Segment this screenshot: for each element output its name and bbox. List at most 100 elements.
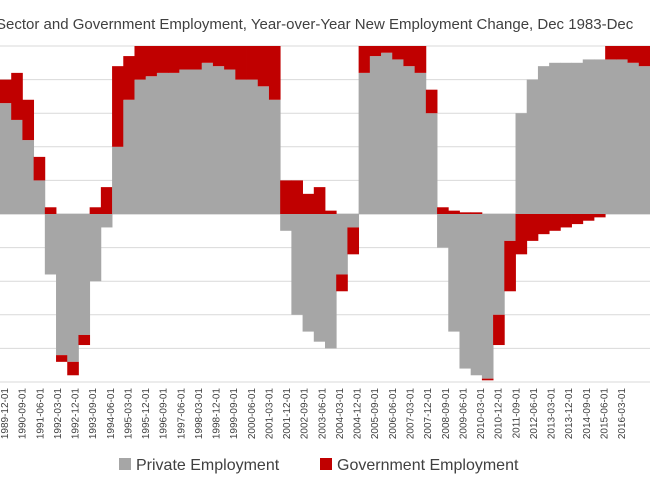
bar-private <box>67 214 79 362</box>
bars <box>0 46 650 381</box>
bar-private <box>78 214 91 335</box>
bar-government <box>414 46 427 73</box>
bar-private <box>616 59 628 214</box>
x-tick-label: 1994-06-01 <box>106 388 117 440</box>
bar-government <box>134 46 147 80</box>
bar-government <box>459 212 472 214</box>
x-tick-label: 2008-09-01 <box>441 388 452 440</box>
bar-government <box>325 210 337 214</box>
x-tick-label: 2007-12-01 <box>423 388 434 440</box>
bar-government <box>33 156 46 181</box>
bar-government <box>347 227 360 255</box>
x-tick-label: 1998-12-01 <box>212 388 223 440</box>
x-tick-label: 2010-12-01 <box>494 388 505 440</box>
bar-government <box>493 314 505 346</box>
bar-government <box>336 274 348 292</box>
x-tick-label: 1989-12-01 <box>0 388 11 440</box>
bar-government <box>168 46 180 73</box>
bar-private <box>325 214 337 349</box>
bar-government <box>179 46 191 70</box>
bar-government <box>268 46 281 100</box>
bar-private <box>526 79 539 214</box>
bar-private <box>582 59 595 214</box>
bar-private <box>112 146 124 214</box>
bar-government <box>257 46 270 87</box>
bar-private <box>515 113 528 214</box>
bar-government <box>437 207 449 214</box>
x-tick-label: 1997-06-01 <box>176 388 187 440</box>
bar-private <box>156 72 169 214</box>
bar-private <box>549 62 561 214</box>
bar-government <box>22 99 35 141</box>
x-tick-label: 1998-03-01 <box>194 388 205 440</box>
x-tick-label: 2013-03-01 <box>547 388 558 440</box>
bar-private <box>627 62 640 214</box>
x-tick-label: 2015-06-01 <box>599 388 610 440</box>
x-tick-label: 2007-03-01 <box>405 388 416 440</box>
bar-government <box>392 46 404 60</box>
bar-government <box>235 46 247 80</box>
bar-private <box>369 56 382 214</box>
x-tick-label: 1992-12-01 <box>71 388 82 440</box>
x-tick-labels: 1989-12-01 1990-09-01 1991-06-01 1992-03-01… <box>0 388 628 440</box>
bar-government <box>560 214 572 228</box>
bar-government <box>515 214 528 255</box>
x-tick-label: 1990-09-01 <box>18 388 29 440</box>
bar-private <box>89 214 102 282</box>
bar-private <box>123 99 135 214</box>
x-tick-label: 2002-09-01 <box>300 388 311 440</box>
x-tick-label: 1993-09-01 <box>88 388 99 440</box>
bar-government <box>11 72 23 120</box>
bar-private <box>571 62 584 214</box>
bar-private <box>414 72 427 214</box>
legend-label-private: Private Employment <box>136 457 280 474</box>
chart-title: Sector and Government Employment, Year-o… <box>0 16 634 33</box>
bar-private <box>56 214 68 356</box>
bar-private <box>33 180 46 214</box>
bar-government <box>44 207 57 214</box>
x-tick-label: 2004-03-01 <box>335 388 346 440</box>
bar-private <box>168 72 180 214</box>
x-tick-label: 2003-06-01 <box>317 388 328 440</box>
bar-private <box>493 214 505 315</box>
bar-private <box>358 72 371 214</box>
x-tick-label: 2006-06-01 <box>388 388 399 440</box>
bar-government <box>504 240 516 292</box>
bar-private <box>336 214 348 275</box>
bar-private <box>0 103 12 214</box>
bar-government <box>448 210 460 214</box>
x-tick-label: 1996-09-01 <box>159 388 170 440</box>
bar-government <box>156 46 169 73</box>
bar-private <box>235 79 247 214</box>
bar-government <box>425 89 438 114</box>
legend-label-government: Government Employment <box>337 457 519 474</box>
bar-private <box>605 59 617 214</box>
bar-private <box>291 214 303 315</box>
bar-private <box>268 99 281 214</box>
bar-government <box>571 214 584 225</box>
bar-private <box>392 59 404 214</box>
bar-private <box>403 66 416 214</box>
bar-private <box>212 66 225 214</box>
bar-private <box>22 140 35 214</box>
bar-private <box>302 214 315 332</box>
bar-private <box>313 214 326 342</box>
bar-government <box>549 214 561 231</box>
x-tick-label: 2013-12-01 <box>564 388 575 440</box>
bar-government <box>123 56 135 100</box>
bar-government <box>89 207 102 214</box>
bar-government <box>100 187 113 214</box>
bar-private <box>257 86 270 214</box>
bar-government <box>291 180 303 214</box>
bar-government <box>0 79 12 104</box>
bar-government <box>593 214 606 218</box>
x-tick-label: 2016-03-01 <box>617 388 628 440</box>
x-tick-label: 2001-03-01 <box>264 388 275 440</box>
bar-private <box>504 214 516 241</box>
bar-private <box>470 214 483 376</box>
x-tick-label: 2010-03-01 <box>476 388 487 440</box>
bar-government <box>358 46 371 73</box>
bar-government <box>78 334 91 346</box>
bar-private <box>224 69 236 215</box>
